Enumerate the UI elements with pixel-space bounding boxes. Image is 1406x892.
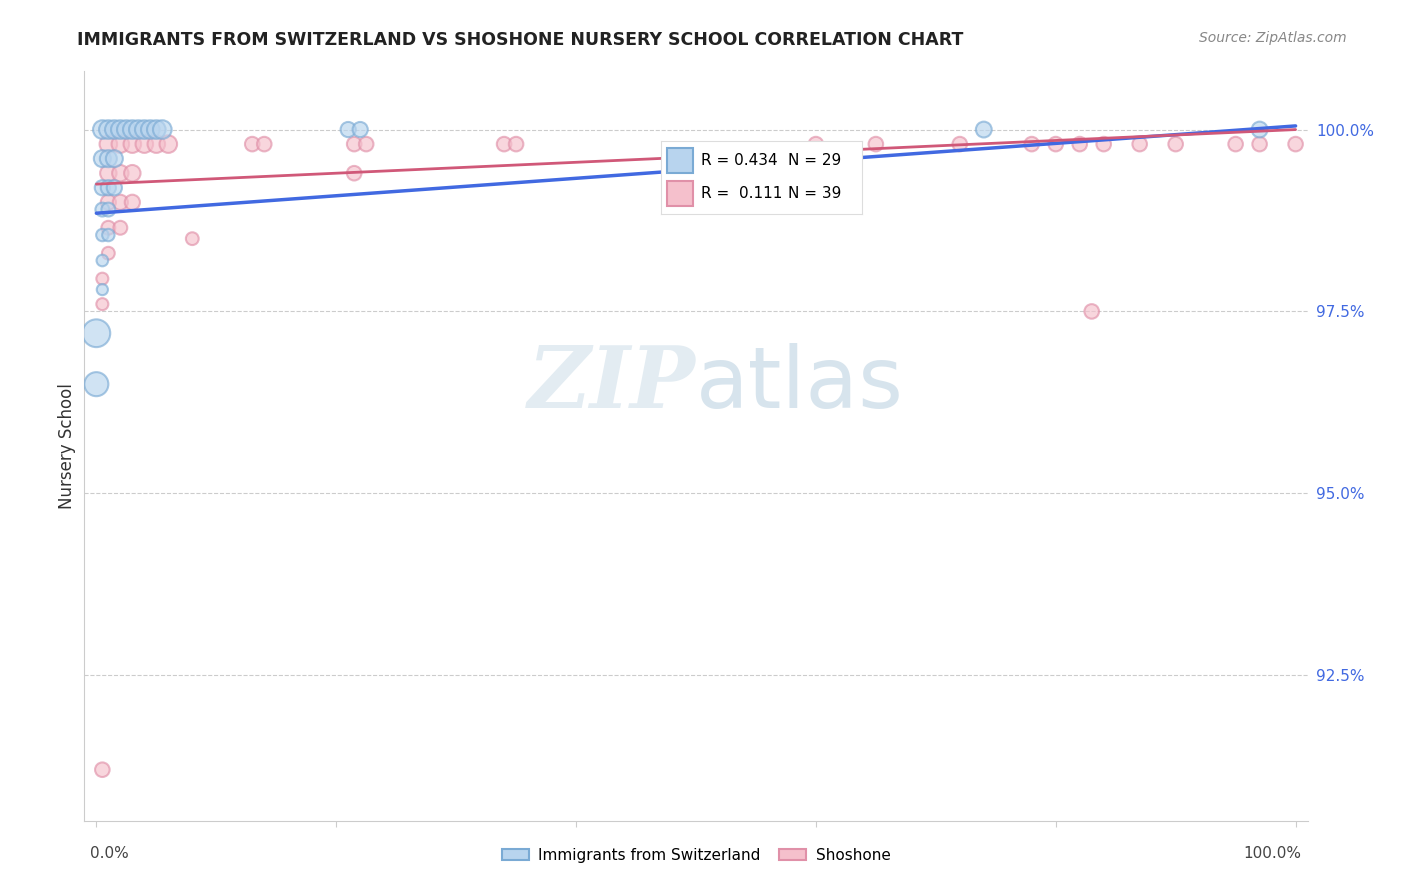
Point (865, 137, 887, 152)
Text: 0.0%: 0.0% (90, 847, 129, 861)
Point (1021, 137, 1043, 152)
Point (110, 166, 132, 180)
Point (86, 377, 108, 392)
Point (91, 271, 114, 285)
Text: Source: ZipAtlas.com: Source: ZipAtlas.com (1199, 31, 1347, 45)
Point (1092, 137, 1115, 152)
Point (181, 232, 204, 246)
Point (121, 122, 143, 136)
Point (804, 137, 827, 152)
Point (91, 227, 114, 242)
Point (1129, 137, 1152, 152)
Point (343, 166, 366, 180)
Point (1225, 137, 1247, 152)
Point (103, 180, 125, 194)
Point (150, 122, 173, 136)
Point (91, 122, 114, 136)
Point (97, 202, 120, 217)
Point (91, 253, 114, 268)
Point (354, 137, 377, 152)
Point (97, 166, 120, 180)
Point (337, 122, 360, 136)
Point (121, 166, 143, 180)
Point (349, 122, 371, 136)
Point (121, 195, 143, 210)
Text: atlas: atlas (696, 343, 904, 425)
Bar (666, 181, 693, 206)
Point (110, 122, 132, 136)
Point (494, 137, 516, 152)
Point (121, 137, 143, 152)
Point (145, 122, 167, 136)
Point (103, 152, 125, 166)
Point (1249, 122, 1271, 136)
Text: R = 0.434: R = 0.434 (702, 153, 778, 168)
Text: N = 29: N = 29 (787, 153, 841, 168)
Y-axis label: Nursery School: Nursery School (58, 383, 76, 509)
Point (97, 227, 120, 242)
Text: 100.0%: 100.0% (1243, 847, 1302, 861)
Text: N = 39: N = 39 (787, 186, 841, 201)
Point (91, 283, 114, 297)
Point (134, 122, 156, 136)
Point (949, 137, 972, 152)
Point (91, 152, 114, 166)
Point (1080, 304, 1102, 318)
Point (103, 122, 125, 136)
Text: ZIP: ZIP (529, 343, 696, 425)
Point (91, 202, 114, 217)
Point (157, 137, 180, 152)
Point (240, 137, 263, 152)
Legend: Immigrants from Switzerland, Shoshone: Immigrants from Switzerland, Shoshone (495, 842, 897, 869)
Point (110, 220, 132, 235)
Point (110, 195, 132, 210)
Text: IMMIGRANTS FROM SWITZERLAND VS SHOSHONE NURSERY SCHOOL CORRELATION CHART: IMMIGRANTS FROM SWITZERLAND VS SHOSHONE … (77, 31, 963, 49)
Point (97, 122, 120, 136)
Point (145, 137, 167, 152)
Point (110, 137, 132, 152)
Bar (666, 148, 693, 173)
Point (97, 195, 120, 210)
Point (505, 137, 527, 152)
Point (97, 137, 120, 152)
Point (91, 180, 114, 194)
Point (127, 122, 149, 136)
Point (1249, 137, 1271, 152)
Point (134, 137, 156, 152)
Point (97, 246, 120, 260)
Point (97, 220, 120, 235)
Point (1284, 137, 1306, 152)
Point (115, 122, 138, 136)
Point (343, 137, 366, 152)
Point (1069, 137, 1091, 152)
Point (1164, 137, 1187, 152)
Point (253, 137, 276, 152)
Point (91, 297, 114, 311)
Point (97, 180, 120, 194)
Point (86, 326, 108, 341)
Point (1045, 137, 1067, 152)
Point (91, 763, 114, 777)
Point (97, 152, 120, 166)
Point (973, 122, 995, 136)
Point (139, 122, 162, 136)
Text: R =  0.111: R = 0.111 (702, 186, 782, 201)
